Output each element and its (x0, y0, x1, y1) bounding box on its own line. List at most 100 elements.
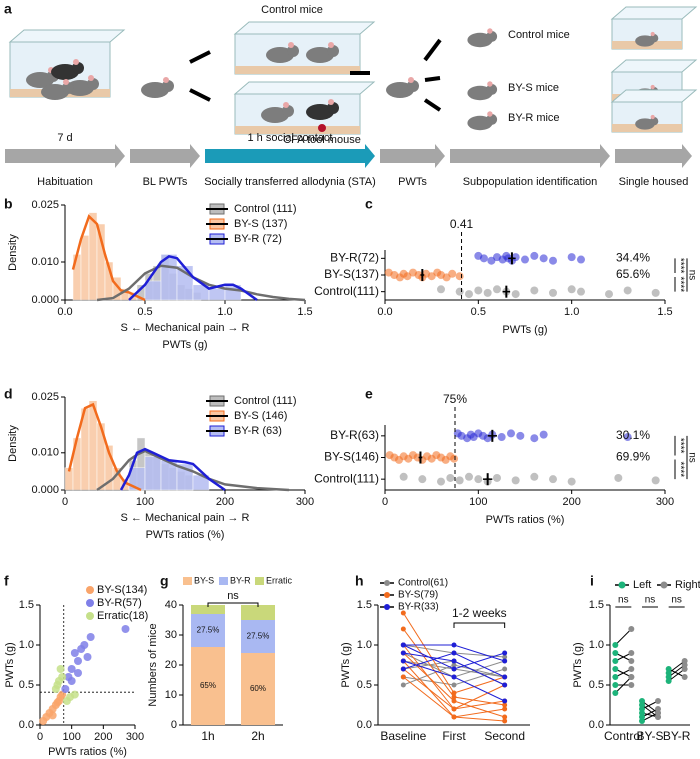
bedding (235, 66, 360, 74)
panel-letter: c (365, 196, 373, 212)
mouse (467, 115, 493, 131)
percentage-label: 34.4% (616, 251, 650, 265)
data-point (511, 290, 520, 299)
data-point (549, 288, 557, 297)
mouse (486, 114, 498, 125)
data-point (451, 698, 457, 704)
x-axis-annotation: S ← Mechanical pain → R (121, 512, 250, 524)
y-tick-label: 1.0 (19, 639, 34, 651)
cage (233, 21, 376, 35)
segment-label: 60% (250, 684, 266, 693)
data-point (479, 254, 488, 263)
legend-swatch (183, 577, 192, 585)
data-point (400, 642, 406, 648)
x-tick-label: 0.5 (471, 306, 486, 318)
x-tick-label: 300 (656, 496, 674, 508)
data-point (651, 476, 660, 485)
legend-marker (384, 604, 390, 610)
significance-label: ns (686, 452, 697, 463)
mouse-ear (487, 81, 493, 87)
data-point (539, 254, 548, 263)
x-tick-label: 1.5 (297, 306, 312, 318)
data-point (451, 650, 457, 656)
pair-line (668, 660, 685, 674)
data-point (567, 253, 576, 262)
y-tick-label: 30 (165, 629, 177, 641)
x-tick-label: Baseline (380, 729, 426, 743)
mouse (327, 45, 339, 57)
data-point (623, 433, 632, 442)
x-tick-label: 1.5 (657, 306, 672, 318)
pair-line (614, 628, 632, 646)
data-point (451, 714, 457, 720)
data-point (628, 626, 635, 632)
mouse-ear (288, 42, 294, 48)
group-label: BY-S mice (508, 82, 559, 94)
data-point (612, 674, 619, 680)
category-label: Control(111) (314, 284, 379, 298)
y-tick-label: 0.5 (357, 679, 372, 691)
bedding (235, 126, 360, 134)
data-point (474, 475, 483, 484)
mouse (72, 62, 84, 74)
group-label: BY-R mice (508, 112, 560, 124)
data-point (70, 690, 79, 699)
data-point (530, 286, 539, 295)
significance-label: **** (674, 277, 685, 293)
mouse-ear (650, 114, 655, 120)
histogram-bar (88, 212, 98, 301)
data-point (70, 649, 79, 657)
mouse-ear (63, 79, 69, 85)
category-label: BY-R(63) (330, 428, 379, 442)
data-point (451, 682, 457, 688)
y-axis-label: Density (7, 234, 19, 271)
timeline-arrow (380, 144, 445, 168)
panel-letter: f (4, 573, 9, 589)
mouse-ear (408, 77, 414, 83)
data-point (521, 255, 529, 264)
panel-letter: a (4, 1, 12, 17)
legend-label: BY-R(57) (97, 597, 142, 609)
x-tick-label: 300 (296, 496, 314, 508)
density-curve (128, 254, 258, 302)
histogram-bar (144, 280, 162, 301)
bar-segment (191, 605, 225, 614)
panel-letter: g (160, 573, 169, 589)
x-tick-label: 100 (136, 496, 154, 508)
pair-line (614, 676, 632, 694)
data-point (539, 430, 548, 439)
y-tick-label: 0.025 (31, 199, 59, 211)
y-tick-label: 20 (165, 659, 177, 671)
data-point (577, 255, 585, 264)
data-point (502, 658, 508, 664)
legend-marker (618, 581, 626, 589)
histogram-bar (176, 265, 194, 301)
data-point (451, 662, 457, 668)
data-point (577, 287, 585, 296)
bar-segment (241, 620, 275, 653)
y-tick-label: 0.5 (589, 679, 604, 691)
threshold-label: 0.41 (450, 217, 474, 231)
data-point (614, 473, 623, 482)
timeline-arrow (130, 144, 200, 168)
timeline-arrow (5, 144, 125, 168)
y-axis-label: Numbers of mice (147, 623, 159, 706)
bar-segment (191, 647, 225, 725)
data-point (612, 682, 619, 688)
significance-label: ns (686, 270, 697, 281)
x-tick-label: 1.0 (217, 306, 232, 318)
data-point (400, 666, 406, 672)
data-point (612, 642, 619, 648)
x-tick-label: 0.0 (57, 306, 72, 318)
legend-marker (384, 580, 390, 586)
mouse (486, 84, 498, 95)
panel-letter: d (4, 386, 13, 402)
x-tick-label: 200 (216, 496, 234, 508)
data-point (651, 288, 660, 297)
legend-label: BY-R (230, 575, 251, 585)
data-point (451, 706, 457, 712)
panel-letter: b (4, 196, 13, 212)
data-point (549, 256, 557, 265)
timeline-arrow (205, 144, 375, 168)
data-point (612, 666, 619, 672)
